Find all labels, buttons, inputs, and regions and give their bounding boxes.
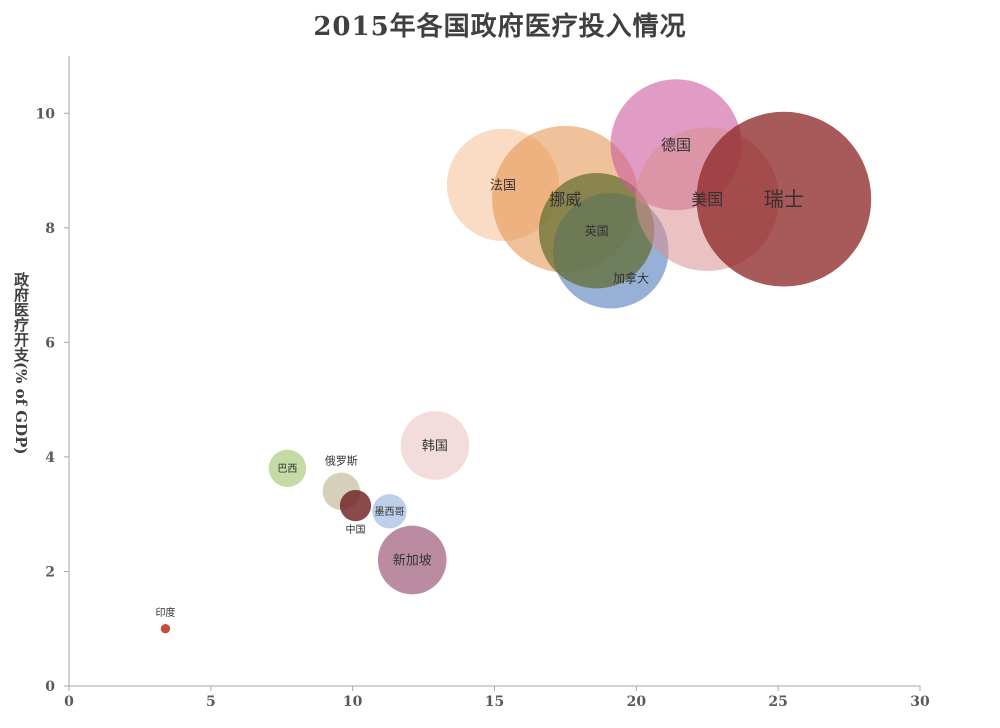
y-axis-label: 政府医疗开支(% of GDP) xyxy=(12,272,30,455)
y-tick-label: 8 xyxy=(45,221,55,237)
bubble-label: 挪威 xyxy=(549,190,581,209)
bubble-label: 英国 xyxy=(585,224,609,238)
bubble-label: 加拿大 xyxy=(613,270,649,285)
bubble-point xyxy=(372,494,407,529)
bubble-label: 中国 xyxy=(346,523,366,536)
y-tick-label: 10 xyxy=(36,106,56,122)
bubble-point xyxy=(696,111,872,287)
x-tick-label: 30 xyxy=(910,694,930,710)
x-tick-label: 5 xyxy=(206,694,216,710)
x-tick-label: 0 xyxy=(64,694,74,710)
bubble-label: 韩国 xyxy=(422,439,448,454)
bubble-label: 德国 xyxy=(661,136,691,154)
bubble-label: 瑞士 xyxy=(764,187,804,211)
x-tick-label: 20 xyxy=(627,694,647,710)
bubble-label: 墨西哥 xyxy=(375,506,405,518)
bubble-label: 俄罗斯 xyxy=(325,455,358,468)
bubble-label: 法国 xyxy=(490,178,516,193)
chart-title: 2015年各国政府医疗投入情况 xyxy=(313,12,687,42)
y-tick-label: 2 xyxy=(45,564,55,580)
x-tick-label: 10 xyxy=(343,694,363,710)
bubble-point xyxy=(400,411,470,480)
bubble-point xyxy=(377,525,447,595)
bubble-point xyxy=(160,624,171,634)
bubble-label: 巴西 xyxy=(277,463,297,475)
y-tick-label: 4 xyxy=(45,450,55,466)
bubbles xyxy=(160,79,872,634)
bubble-label: 美国 xyxy=(691,190,723,209)
bubble-point xyxy=(268,449,307,488)
bubble-label: 新加坡 xyxy=(393,553,432,569)
bubble-label: 印度 xyxy=(155,606,175,619)
y-tick-label: 6 xyxy=(45,335,55,351)
x-tick-label: 25 xyxy=(768,694,787,710)
bubble-point xyxy=(339,489,372,522)
axes: 0 5 10 15 20 25 30 0 2 4 6 8 10 xyxy=(36,56,930,710)
x-tick-label: 15 xyxy=(485,694,504,710)
y-tick-label: 0 xyxy=(45,679,55,695)
bubble-point xyxy=(538,172,655,289)
